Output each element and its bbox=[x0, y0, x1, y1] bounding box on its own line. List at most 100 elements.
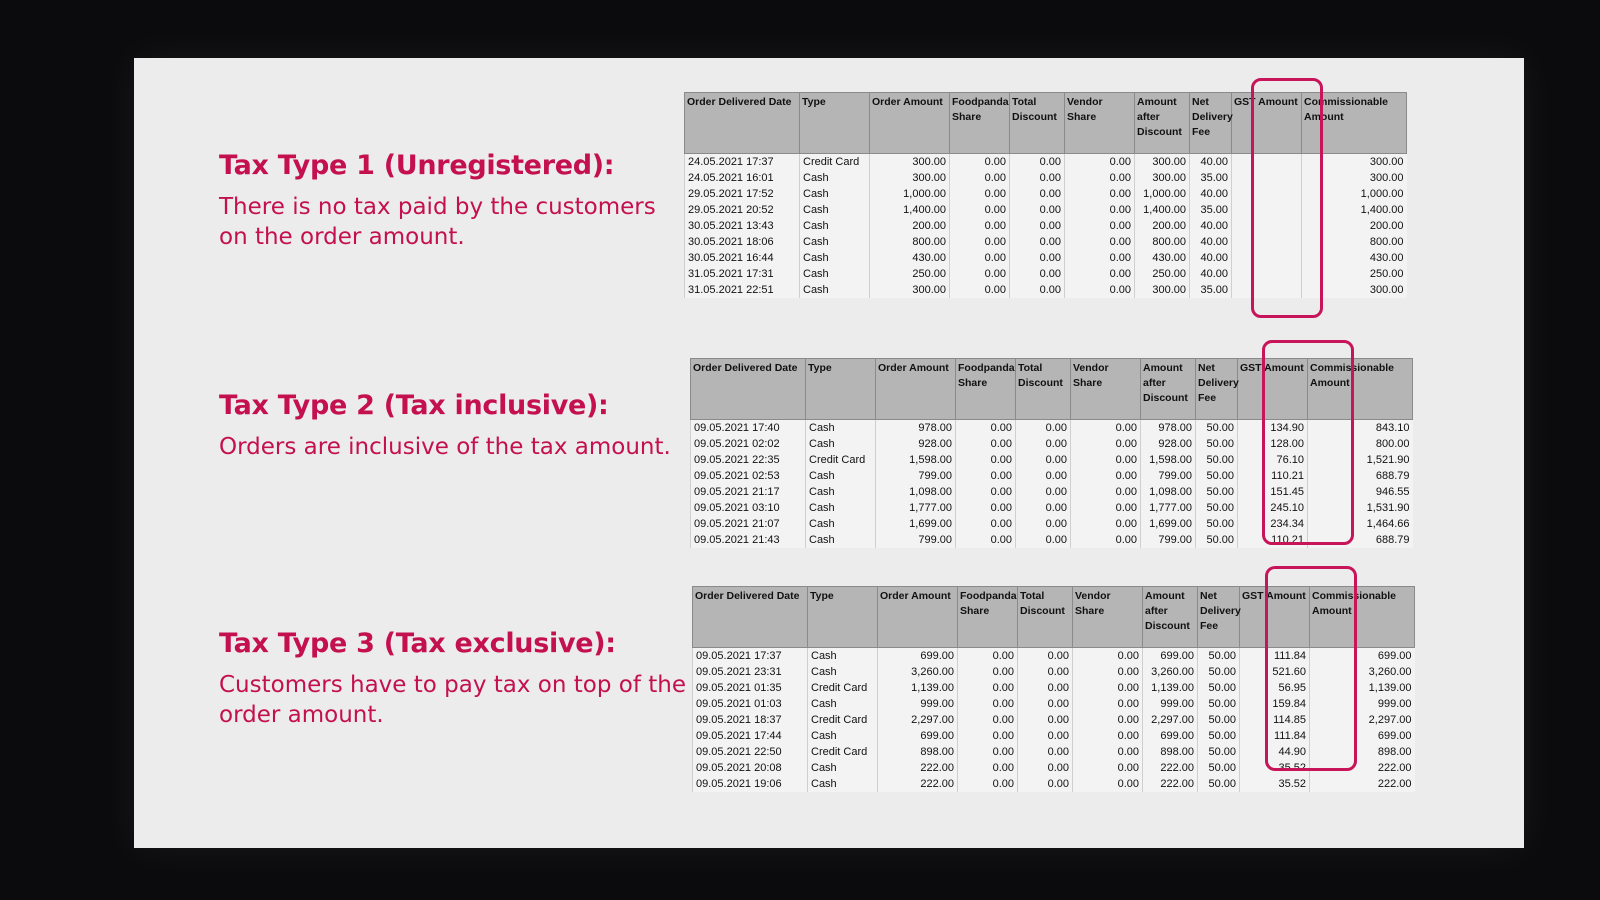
table-cell: 0.00 bbox=[957, 776, 1018, 792]
table-cell: 799.00 bbox=[1140, 468, 1196, 484]
table-cell: 09.05.2021 03:10 bbox=[690, 500, 806, 516]
table-cell: 250.00 bbox=[1301, 266, 1407, 282]
table-cell: 151.45 bbox=[1237, 484, 1308, 500]
tax-type-3-table: Order Delivered Date Type Order Amount Food… bbox=[692, 586, 1415, 792]
table-cell: 0.00 bbox=[1070, 436, 1141, 452]
tax-type-2-heading: Tax Type 2 (Tax inclusive): bbox=[219, 390, 609, 421]
table-cell: 430.00 bbox=[1301, 250, 1407, 266]
table-cell: 1,598.00 bbox=[1140, 452, 1196, 468]
table-cell: 1,777.00 bbox=[1140, 500, 1196, 516]
column-header: Commissionable Amount bbox=[1301, 92, 1407, 154]
table-row: 30.05.2021 18:06 Cash 800.00 0.00 0.00 0.00 80… bbox=[684, 234, 1407, 250]
table-cell: 0.00 bbox=[1070, 452, 1141, 468]
table-cell: 800.00 bbox=[869, 234, 950, 250]
table-cell: 800.00 bbox=[1307, 436, 1413, 452]
table-cell: 159.84 bbox=[1239, 696, 1310, 712]
table-cell: 699.00 bbox=[877, 728, 958, 744]
table-cell: 0.00 bbox=[1015, 419, 1071, 436]
tax-type-3-description: Customers have to pay tax on top of the … bbox=[219, 672, 686, 728]
table-cell: 1,139.00 bbox=[877, 680, 958, 696]
table-cell: Cash bbox=[807, 728, 878, 744]
table-cell: 1,400.00 bbox=[1301, 202, 1407, 218]
table-cell: Cash bbox=[805, 468, 876, 484]
table-cell: 999.00 bbox=[1309, 696, 1415, 712]
table-cell: 50.00 bbox=[1195, 452, 1238, 468]
column-header: Vendor Share bbox=[1064, 92, 1135, 154]
table-cell: Credit Card bbox=[807, 712, 878, 728]
table-cell bbox=[1231, 234, 1302, 250]
table-cell: 0.00 bbox=[1064, 218, 1135, 234]
table-cell: Cash bbox=[807, 664, 878, 680]
table-cell: 300.00 bbox=[1134, 282, 1190, 298]
table-cell: 245.10 bbox=[1237, 500, 1308, 516]
table-cell bbox=[1231, 186, 1302, 202]
table-cell: 430.00 bbox=[869, 250, 950, 266]
table-cell: 0.00 bbox=[955, 436, 1016, 452]
table-cell: 999.00 bbox=[1142, 696, 1198, 712]
table-cell: 0.00 bbox=[1064, 234, 1135, 250]
presentation-slide: Tax Type 1 (Unregistered): There is no t… bbox=[134, 58, 1524, 848]
table-cell: 24.05.2021 17:37 bbox=[684, 153, 800, 170]
table-cell: 0.00 bbox=[955, 500, 1016, 516]
table-row: 24.05.2021 16:01 Cash 300.00 0.00 0.00 0.00 30… bbox=[684, 170, 1407, 186]
table-cell: 0.00 bbox=[1015, 468, 1071, 484]
table-cell: Credit Card bbox=[805, 452, 876, 468]
table-cell bbox=[1231, 218, 1302, 234]
table-cell: 0.00 bbox=[955, 468, 1016, 484]
table-cell: 0.00 bbox=[1017, 760, 1073, 776]
table-cell: 50.00 bbox=[1197, 664, 1240, 680]
table-cell: 09.05.2021 19:06 bbox=[692, 776, 808, 792]
table-cell: 0.00 bbox=[1072, 744, 1143, 760]
table-cell: Cash bbox=[799, 186, 870, 202]
table-cell: 0.00 bbox=[1017, 712, 1073, 728]
table-cell: 222.00 bbox=[1142, 760, 1198, 776]
table-cell: 234.34 bbox=[1237, 516, 1308, 532]
table-cell: 0.00 bbox=[957, 744, 1018, 760]
table-cell: Cash bbox=[799, 282, 870, 298]
table-cell: Cash bbox=[805, 516, 876, 532]
table-cell: 2,297.00 bbox=[877, 712, 958, 728]
table-cell: 0.00 bbox=[1072, 728, 1143, 744]
table-cell: 0.00 bbox=[1072, 712, 1143, 728]
table-row: 29.05.2021 20:52 Cash 1,400.00 0.00 0.00 0.00… bbox=[684, 202, 1407, 218]
table-cell: 430.00 bbox=[1134, 250, 1190, 266]
tax-type-1-table: Order Delivered Date Type Order Amount Food… bbox=[684, 92, 1407, 298]
tax-type-3-heading: Tax Type 3 (Tax exclusive): bbox=[219, 628, 616, 659]
table-cell: 50.00 bbox=[1197, 728, 1240, 744]
column-header: Order Delivered Date bbox=[692, 586, 808, 648]
table-cell: 0.00 bbox=[1015, 532, 1071, 548]
column-header: Order Amount bbox=[875, 358, 956, 420]
table-cell: 300.00 bbox=[1301, 153, 1407, 170]
table-cell bbox=[1231, 250, 1302, 266]
table-cell: 699.00 bbox=[1309, 728, 1415, 744]
table-cell: 0.00 bbox=[1017, 776, 1073, 792]
table-row: 24.05.2021 17:37 Credit Card 300.00 0.00 0.0… bbox=[684, 153, 1407, 170]
table-cell: 50.00 bbox=[1195, 516, 1238, 532]
table-row: 09.05.2021 21:43 Cash 799.00 0.00 0.00 0.00 79… bbox=[690, 532, 1413, 548]
table-cell: 09.05.2021 17:44 bbox=[692, 728, 808, 744]
table-cell: 3,260.00 bbox=[1142, 664, 1198, 680]
table-cell: 978.00 bbox=[875, 419, 956, 436]
table-cell: 1,521.90 bbox=[1307, 452, 1413, 468]
table-cell: 1,400.00 bbox=[1134, 202, 1190, 218]
table-cell: 0.00 bbox=[949, 218, 1010, 234]
table-cell: 1,464.66 bbox=[1307, 516, 1413, 532]
table-cell: 521.60 bbox=[1239, 664, 1310, 680]
table-cell: 0.00 bbox=[1072, 680, 1143, 696]
table-cell: 0.00 bbox=[1064, 170, 1135, 186]
table-cell bbox=[1231, 170, 1302, 186]
table-cell: 31.05.2021 22:51 bbox=[684, 282, 800, 298]
table-cell: 699.00 bbox=[1142, 647, 1198, 664]
table-cell: 0.00 bbox=[1070, 516, 1141, 532]
table-cell: 31.05.2021 17:31 bbox=[684, 266, 800, 282]
table-cell: 0.00 bbox=[1009, 218, 1065, 234]
column-header: Foodpanda Share bbox=[949, 92, 1010, 154]
table-cell: Cash bbox=[807, 696, 878, 712]
table-cell: 50.00 bbox=[1195, 436, 1238, 452]
table-cell: 300.00 bbox=[869, 282, 950, 298]
table-cell bbox=[1231, 266, 1302, 282]
table-cell: 30.05.2021 13:43 bbox=[684, 218, 800, 234]
table-cell bbox=[1231, 282, 1302, 298]
table-cell: 0.00 bbox=[1015, 452, 1071, 468]
table-row: 31.05.2021 22:51 Cash 300.00 0.00 0.00 0.00 30… bbox=[684, 282, 1407, 298]
